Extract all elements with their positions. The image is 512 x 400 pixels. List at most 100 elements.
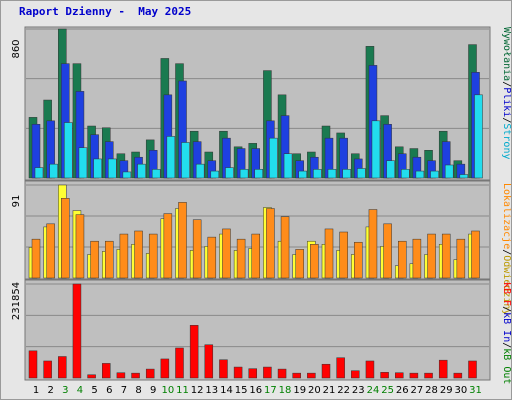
legend-middle-sep-1: / — [501, 249, 511, 255]
panel-top-ymax-label: 860 — [11, 39, 22, 58]
middle-bar-day-26-series-1 — [398, 240, 407, 279]
middle-bar-day-30-series-1 — [456, 238, 466, 279]
day-label-9: 9 — [150, 385, 156, 396]
top-bar-day-16-series-2 — [254, 169, 263, 179]
middle-bar-day-1-series-1 — [31, 238, 41, 279]
bottom-bar-day-25-series-0 — [380, 372, 389, 379]
bottom-bar-day-8-series-0 — [131, 372, 140, 379]
bottom-bar-day-10-series-0 — [160, 358, 170, 379]
day-label-1: 1 — [33, 385, 39, 396]
middle-bar-day-4-series-1 — [75, 214, 85, 279]
legend-top-item-4: Strony — [501, 123, 511, 159]
day-label-25: 25 — [381, 385, 394, 396]
legend-middle: Lokalizacje/Odwiedziny — [501, 183, 511, 315]
panel-bottom-grid — [26, 283, 489, 348]
bottom-bar-day-20-series-0 — [307, 372, 316, 379]
top-bar-day-2-series-2 — [49, 163, 58, 179]
top-bar-day-5-series-2 — [93, 158, 102, 179]
day-label-30: 30 — [454, 385, 467, 396]
legend-middle-item-0: Lokalizacje — [501, 183, 511, 249]
middle-bar-day-7-series-1 — [119, 233, 129, 279]
legend-top-item-2: Pliki — [501, 87, 511, 117]
middle-bar-day-24-series-1 — [368, 209, 378, 279]
day-label-5: 5 — [91, 385, 97, 396]
panel-bottom-bars — [28, 283, 477, 379]
bottom-bar-day-28-series-0 — [424, 372, 433, 379]
day-label-20: 20 — [308, 385, 321, 396]
bottom-bar-day-12-series-0 — [189, 325, 199, 379]
bottom-bar-day-6-series-0 — [102, 363, 111, 379]
bottom-bar-day-31-series-0 — [468, 360, 477, 379]
top-bar-day-4-series-2 — [78, 147, 88, 179]
bottom-bar-day-22-series-0 — [336, 357, 345, 379]
bottom-bar-day-26-series-0 — [395, 372, 404, 379]
top-bar-day-31-series-2 — [474, 94, 483, 179]
day-label-14: 14 — [220, 385, 233, 396]
middle-bar-day-23-series-1 — [354, 241, 363, 279]
middle-bar-day-11-series-1 — [178, 202, 187, 279]
day-label-16: 16 — [249, 385, 262, 396]
legend-top: Wywołania/Pliki/Strony — [501, 27, 511, 159]
middle-bar-day-27-series-1 — [412, 238, 422, 279]
top-bar-day-25-series-2 — [386, 160, 395, 179]
middle-bar-day-20-series-1 — [310, 244, 319, 279]
top-bar-day-9-series-2 — [151, 169, 161, 179]
day-label-23: 23 — [352, 385, 365, 396]
top-bar-day-30-series-2 — [459, 174, 469, 179]
middle-bar-day-25-series-1 — [383, 223, 392, 279]
day-label-28: 28 — [425, 385, 438, 396]
bottom-bar-day-18-series-0 — [277, 368, 287, 379]
middle-bar-day-15-series-1 — [236, 238, 246, 279]
bottom-bar-day-21-series-0 — [321, 363, 331, 379]
top-bar-day-10-series-2 — [166, 136, 176, 179]
day-label-18: 18 — [279, 385, 292, 396]
middle-bar-day-2-series-1 — [46, 223, 55, 279]
top-bar-day-20-series-2 — [313, 169, 322, 179]
day-label-2: 2 — [47, 385, 53, 396]
chart-title: Raport Dzienny - May 2025 — [19, 5, 192, 18]
middle-bar-day-18-series-1 — [280, 216, 290, 279]
middle-bar-day-17-series-1 — [266, 208, 275, 279]
top-bar-day-17-series-2 — [269, 137, 278, 179]
top-bar-day-12-series-2 — [195, 163, 205, 179]
bottom-bar-day-27-series-0 — [409, 372, 419, 379]
legend-bottom-item-0: kB F — [501, 282, 511, 306]
middle-bar-day-3-series-1 — [61, 198, 70, 279]
bottom-bar-day-4-series-0 — [72, 283, 82, 379]
top-bar-day-1-series-2 — [34, 167, 44, 179]
bottom-bar-day-1-series-0 — [28, 350, 38, 379]
panel-bottom-ymax-label: 231854 — [11, 282, 22, 320]
middle-bar-day-29-series-1 — [441, 233, 451, 279]
bottom-bar-day-16-series-0 — [248, 368, 257, 379]
top-bar-day-3-series-2 — [64, 122, 73, 179]
middle-bar-day-9-series-1 — [148, 233, 158, 279]
bottom-bar-day-15-series-0 — [233, 366, 243, 379]
legend-bottom-item-2: kB In — [501, 312, 511, 342]
day-label-21: 21 — [323, 385, 336, 396]
bottom-bar-day-13-series-0 — [204, 344, 214, 379]
top-bar-day-13-series-2 — [210, 170, 220, 179]
middle-bar-day-21-series-1 — [324, 228, 334, 279]
bottom-bar-day-7-series-0 — [116, 372, 126, 379]
top-bar-day-29-series-2 — [444, 164, 454, 179]
top-bar-day-7-series-2 — [122, 171, 132, 179]
top-bar-day-15-series-2 — [239, 169, 249, 179]
panel-top: 860 — [11, 26, 491, 181]
middle-bar-day-28-series-1 — [427, 233, 436, 279]
middle-bar-day-31-series-1 — [471, 230, 480, 279]
day-label-10: 10 — [161, 385, 174, 396]
day-label-29: 29 — [440, 385, 453, 396]
top-bar-day-14-series-2 — [225, 167, 234, 179]
day-label-15: 15 — [235, 385, 248, 396]
middle-bar-day-10-series-1 — [163, 213, 173, 279]
top-bar-day-6-series-2 — [108, 158, 117, 179]
bottom-bar-day-2-series-0 — [43, 360, 52, 379]
panel-middle-bars — [28, 184, 480, 279]
legend-top-sep-1: / — [501, 81, 511, 87]
x-axis-day-labels: 1 2 3 4 5 6 7 8 9 10 11 12 13 14 15 16 17 18 19 20 21 22 23 24 2… — [33, 385, 482, 396]
bottom-bar-day-30-series-0 — [453, 372, 463, 379]
day-label-19: 19 — [293, 385, 306, 396]
top-bar-day-18-series-2 — [283, 153, 293, 179]
